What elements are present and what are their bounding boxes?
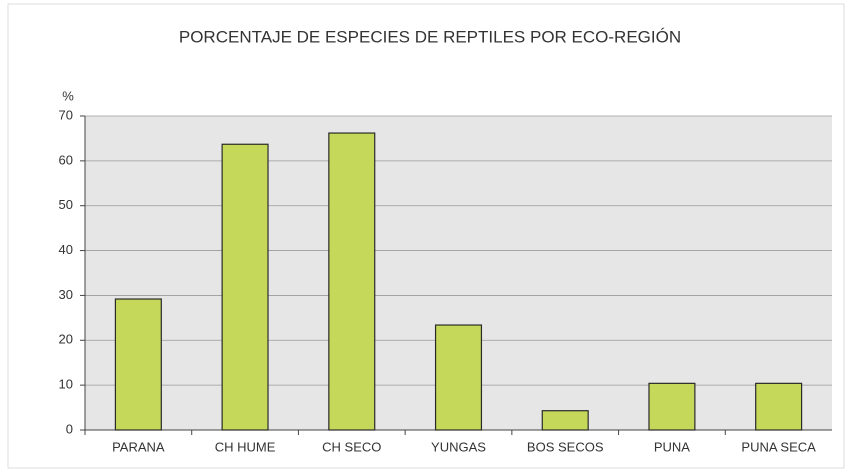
chart-title: PORCENTAJE DE ESPECIES DE REPTILES POR E… bbox=[179, 27, 681, 46]
y-tick-label: 20 bbox=[59, 332, 73, 347]
bar bbox=[648, 382, 696, 431]
bar bbox=[755, 382, 803, 431]
x-tick-label: YUNGAS bbox=[431, 439, 486, 454]
y-tick-label: 10 bbox=[59, 377, 73, 392]
x-tick-label: BOS SECOS bbox=[527, 439, 604, 454]
bar bbox=[114, 298, 162, 431]
x-tick-label: CH SECO bbox=[322, 439, 381, 454]
bar bbox=[541, 410, 589, 431]
x-tick-label: PUNA bbox=[654, 439, 690, 454]
x-tick-label: CH HUME bbox=[215, 439, 276, 454]
y-tick-label: 70 bbox=[59, 107, 73, 122]
bar bbox=[328, 132, 376, 431]
y-tick-label: 40 bbox=[59, 242, 73, 257]
y-tick-label: 60 bbox=[59, 152, 73, 167]
x-tick-label: PUNA SECA bbox=[741, 439, 816, 454]
y-tick-label: 30 bbox=[59, 287, 73, 302]
y-tick-label: 50 bbox=[59, 197, 73, 212]
y-axis-label: % bbox=[62, 88, 74, 103]
bar bbox=[221, 143, 269, 431]
x-tick-label: PARANA bbox=[112, 439, 165, 454]
bar bbox=[434, 324, 483, 431]
y-tick-label: 0 bbox=[66, 421, 73, 436]
